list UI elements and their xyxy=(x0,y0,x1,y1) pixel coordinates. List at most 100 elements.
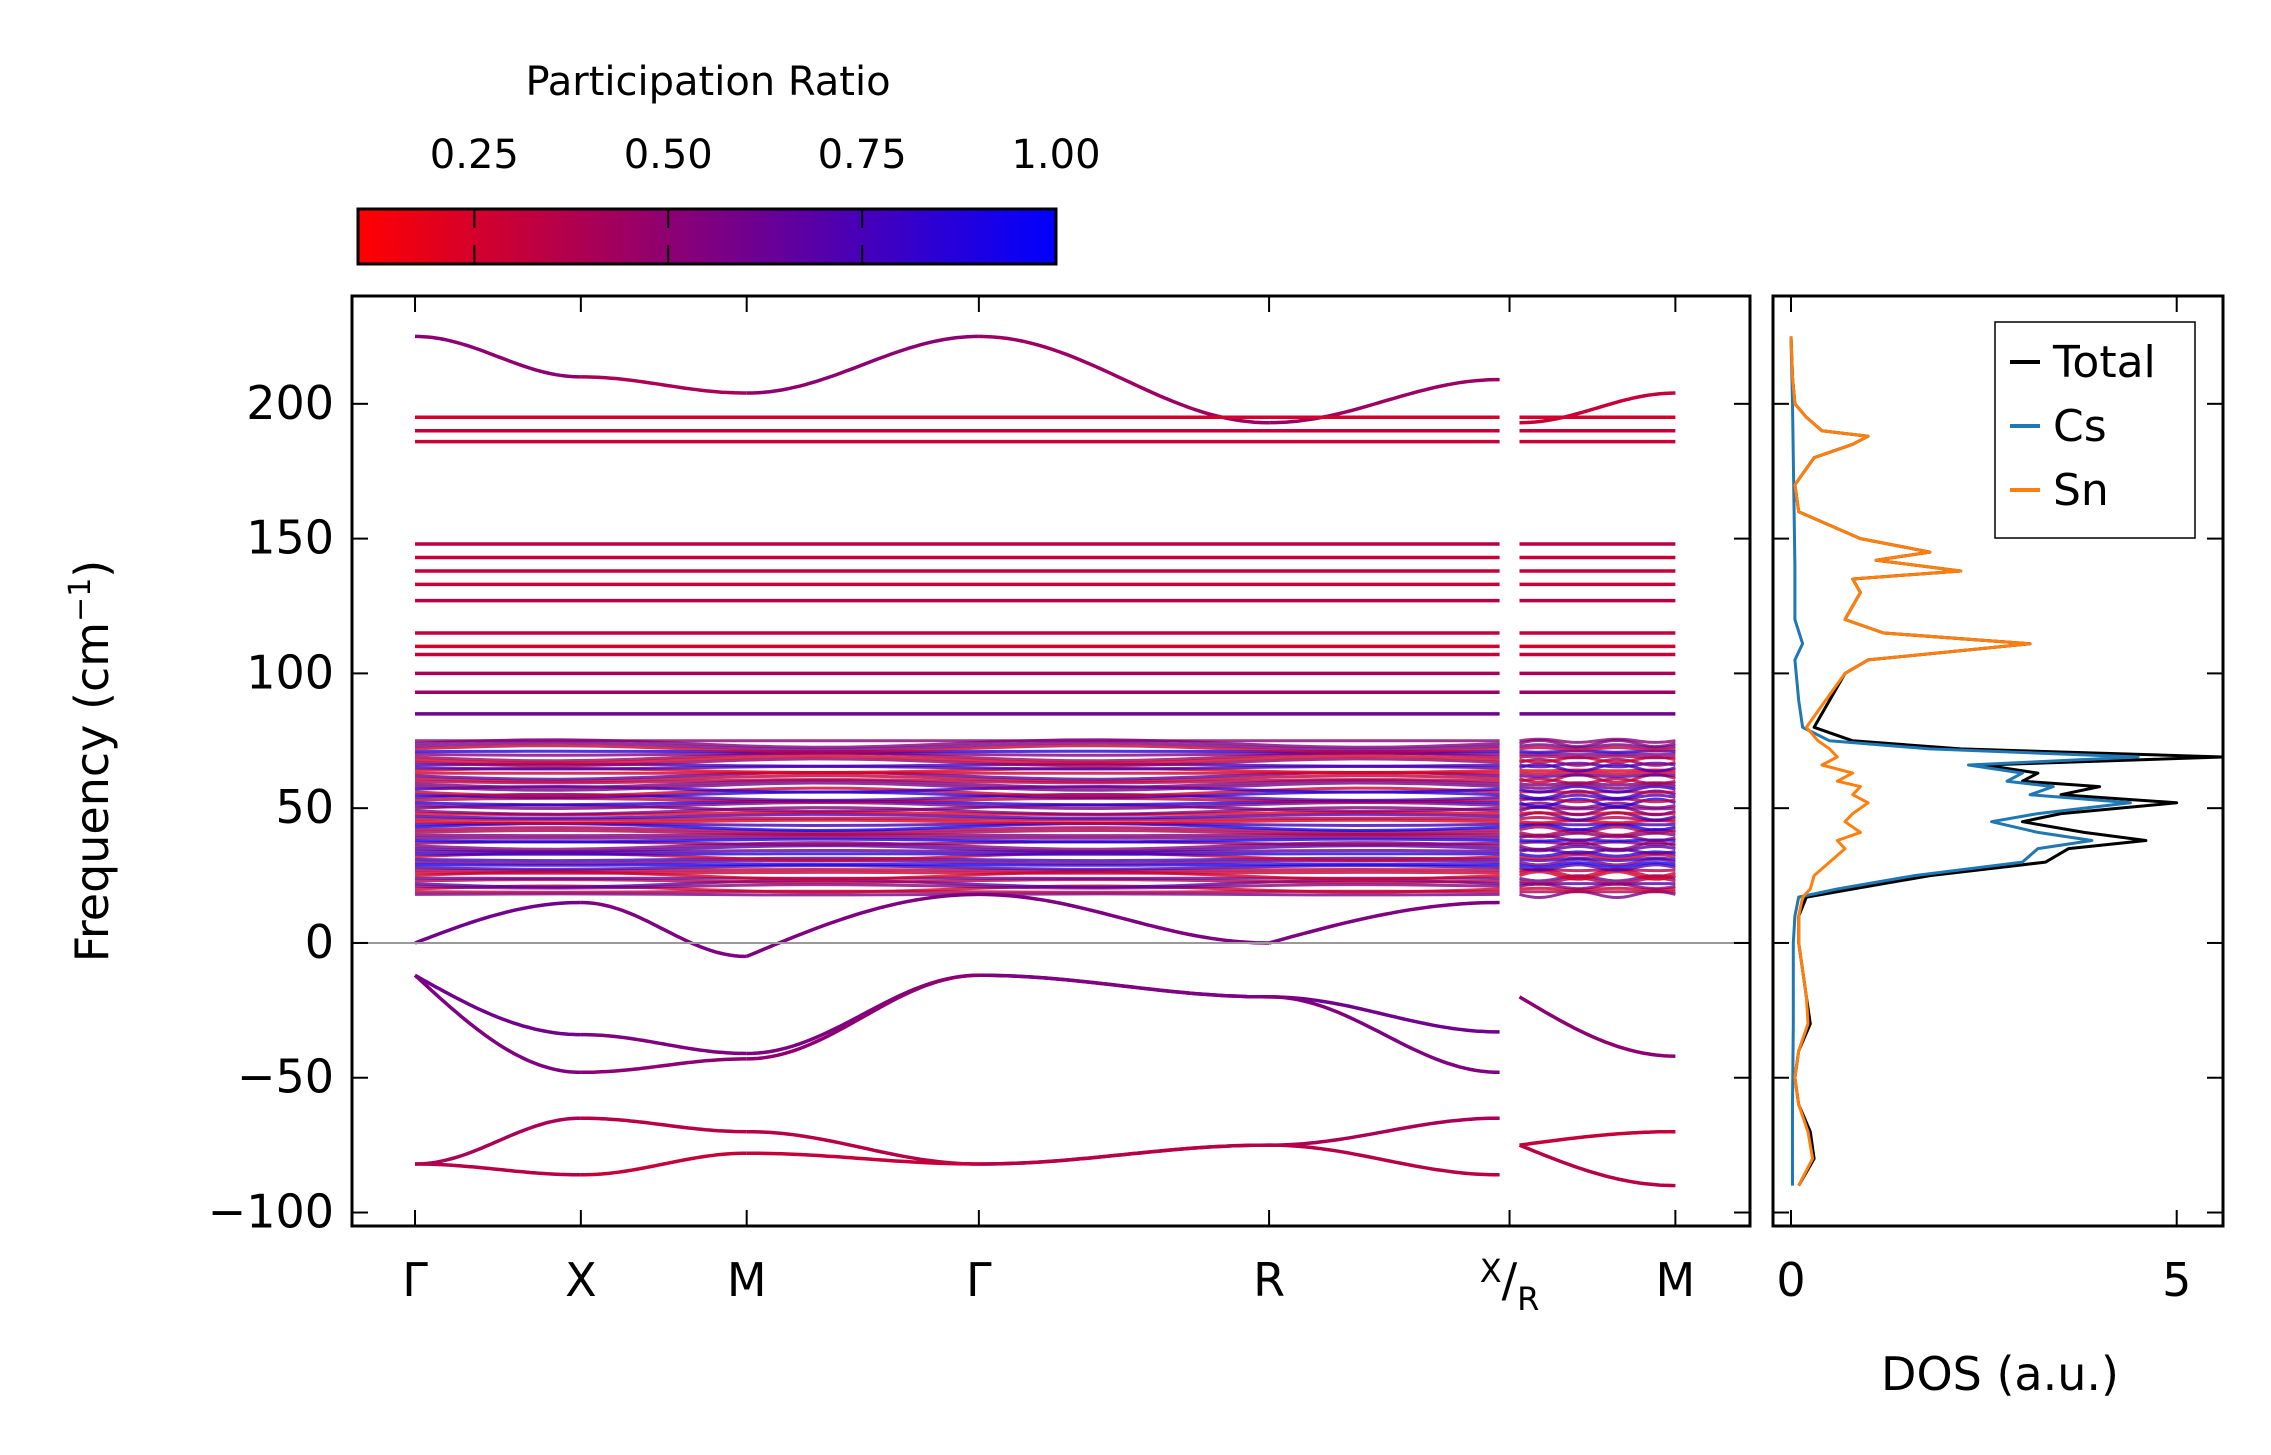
dense-band-line xyxy=(414,818,1500,825)
band-line xyxy=(1269,1116,1500,1147)
band-line xyxy=(1269,995,1500,1034)
dos-x-tick-label: 0 xyxy=(1776,1253,1805,1307)
dense-band-line xyxy=(1519,737,1676,744)
band-line xyxy=(978,1143,1270,1166)
dense-band-line xyxy=(1519,825,1676,835)
dense-band-line xyxy=(1519,746,1676,752)
kpoint-label-x: X xyxy=(1480,1252,1502,1290)
dense-band-line xyxy=(1519,752,1676,757)
y-tick-label: 0 xyxy=(305,915,334,969)
legend-label-cs: Cs xyxy=(2053,401,2107,452)
kpoint-label-slash: / xyxy=(1502,1253,1518,1307)
dense-band-line xyxy=(414,816,1500,822)
dense-band-line xyxy=(414,837,1500,844)
band-plot-frame xyxy=(350,294,1752,1228)
dense-band-line xyxy=(414,754,1500,765)
legend-label-total: Total xyxy=(2052,337,2156,388)
dense-band-line xyxy=(414,751,1500,757)
band-line xyxy=(580,1032,747,1056)
dense-band-line xyxy=(1519,784,1676,794)
kpoint-label-r: R xyxy=(1517,1280,1539,1318)
band-line xyxy=(978,973,1270,999)
dense-band-line xyxy=(414,870,1500,875)
dos-x-axis-label: DOS (a.u.) xyxy=(1881,1347,2119,1401)
band-line xyxy=(580,1116,747,1134)
dos-y-ticks xyxy=(1773,402,2223,1214)
dense-band-line xyxy=(414,786,1500,798)
band-line xyxy=(414,973,581,1037)
kpoint-label: Γ xyxy=(402,1253,428,1307)
kpoint-label: X/R xyxy=(1480,1252,1540,1318)
legend-items: Total Cs Sn xyxy=(2010,337,2156,516)
dense-band-line xyxy=(414,835,1500,840)
band-line xyxy=(415,1162,581,1177)
colorbar-label: Participation Ratio xyxy=(525,59,890,105)
colorbar-gradient xyxy=(356,207,1058,266)
y-tick-label: −100 xyxy=(208,1185,334,1239)
colorbar-tick-label: 0.25 xyxy=(430,132,519,178)
dos-plot-frame xyxy=(1771,294,2225,1228)
dense-band-line xyxy=(414,781,1500,792)
band-line xyxy=(580,1057,747,1075)
band-line xyxy=(580,1151,747,1177)
band-line xyxy=(580,900,747,959)
band-line xyxy=(580,375,747,395)
band-line xyxy=(1519,1129,1676,1147)
dos-x-tick-label: 5 xyxy=(2162,1253,2191,1307)
dense-band-line xyxy=(414,741,1500,751)
legend-frame xyxy=(1994,321,2196,539)
dense-band-line xyxy=(1519,761,1676,769)
band-line xyxy=(414,334,581,379)
y-tick-label: 200 xyxy=(246,376,334,430)
dos-line-cs xyxy=(1789,336,2140,1186)
y-tick-label: 100 xyxy=(246,645,334,699)
kpoint-label: M xyxy=(727,1253,767,1307)
dense-band-line xyxy=(414,826,1500,834)
dense-band-line xyxy=(414,744,1500,754)
colorbar-tick-labels: 0.25 0.50 0.75 1.00 xyxy=(430,132,1101,178)
dense-band-line xyxy=(414,828,1500,836)
dense-band-line xyxy=(1519,762,1676,773)
band-line xyxy=(414,1116,581,1166)
dense-band-line xyxy=(1519,863,1676,872)
band-line xyxy=(1518,995,1676,1058)
band-line xyxy=(746,973,979,1061)
band-kpoint-ticks: Γ X M Γ R X/R M xyxy=(402,296,1695,1318)
dense-band-line xyxy=(414,796,1500,804)
band-line xyxy=(746,334,979,395)
dense-band-line xyxy=(414,757,1500,768)
dos-line-sn xyxy=(1789,336,2032,1187)
band-y-ticks: −100 −50 0 50 100 150 200 xyxy=(208,376,1750,1239)
band-line xyxy=(1268,900,1500,945)
band-y-axis-label: Frequency (cm−1) xyxy=(63,560,119,963)
dense-band-line xyxy=(414,867,1500,873)
colorbar: Participation Ratio 0.25 0.50 0.75 1.00 xyxy=(356,59,1101,266)
y-tick-label: 50 xyxy=(275,780,334,834)
band-line xyxy=(746,892,979,959)
dense-band-line xyxy=(1519,773,1676,779)
legend-label-sn: Sn xyxy=(2053,465,2109,516)
y-tick-label: −50 xyxy=(237,1050,334,1104)
colorbar-tick-label: 0.75 xyxy=(818,132,907,178)
colorbar-tick-label: 0.50 xyxy=(624,132,713,178)
dos-legend: Total Cs Sn xyxy=(1994,321,2196,539)
dense-band-line xyxy=(414,774,1500,783)
dense-band-line xyxy=(1519,853,1676,861)
dense-band-line xyxy=(414,862,1500,867)
kpoint-label: R xyxy=(1253,1253,1285,1307)
band-line xyxy=(978,892,1270,945)
dense-band-line xyxy=(1519,783,1676,790)
kpoint-label: X xyxy=(565,1253,597,1307)
dense-band-line xyxy=(414,812,1500,820)
kpoint-label: Γ xyxy=(966,1253,992,1307)
dense-band-line xyxy=(414,806,1500,816)
dos-panel: 0 5 DOS (a.u.) Total Cs Sn xyxy=(1771,294,2225,1401)
band-line xyxy=(1518,1143,1676,1188)
colorbar-ticks xyxy=(473,209,1057,264)
dos-series xyxy=(1789,336,2223,1187)
kpoint-label: M xyxy=(1656,1253,1696,1307)
dense-band-line xyxy=(1519,754,1676,760)
dense-band-line xyxy=(1519,797,1676,809)
